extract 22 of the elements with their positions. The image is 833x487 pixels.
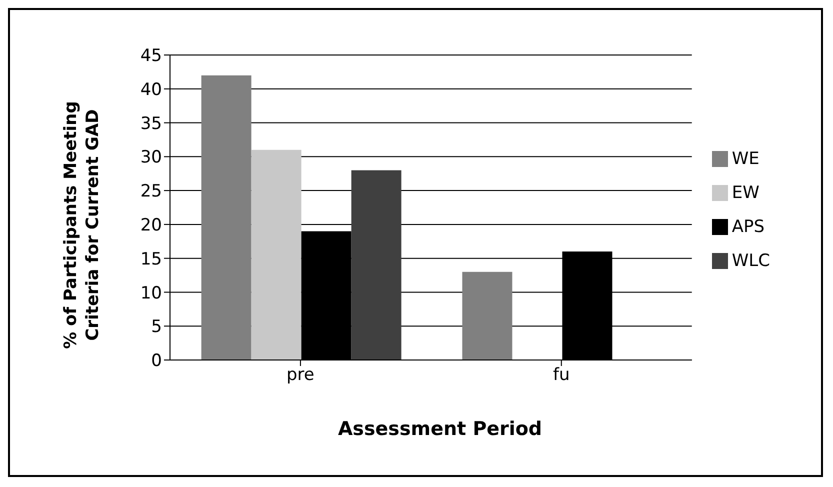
y-tick-label: 35 xyxy=(140,114,162,134)
x-tick-label: pre xyxy=(286,365,314,386)
y-tick-label: 30 xyxy=(140,148,162,168)
bar xyxy=(251,150,302,360)
legend-label: WE xyxy=(732,149,760,169)
y-axis-title: % of Participants Meeting Criteria for Current GAD xyxy=(60,100,104,351)
legend-label: EW xyxy=(732,183,760,203)
x-axis-title: Assessment Period xyxy=(336,418,544,440)
y-tick-label: 5 xyxy=(151,317,162,338)
legend-label: APS xyxy=(732,217,765,237)
y-tick-label: 40 xyxy=(140,80,162,100)
y-tick-label: 25 xyxy=(140,182,162,202)
x-tick-label: fu xyxy=(553,365,570,386)
bar xyxy=(201,75,252,360)
y-tick-label: 20 xyxy=(140,215,162,236)
bar xyxy=(462,272,512,360)
y-tick-label: 10 xyxy=(140,283,162,304)
y-tick-label: 45 xyxy=(140,46,162,66)
legend-label: WLC xyxy=(732,251,770,271)
y-tick-label: 0 xyxy=(151,351,162,372)
bar xyxy=(351,170,402,360)
y-tick-label: 15 xyxy=(140,249,162,270)
